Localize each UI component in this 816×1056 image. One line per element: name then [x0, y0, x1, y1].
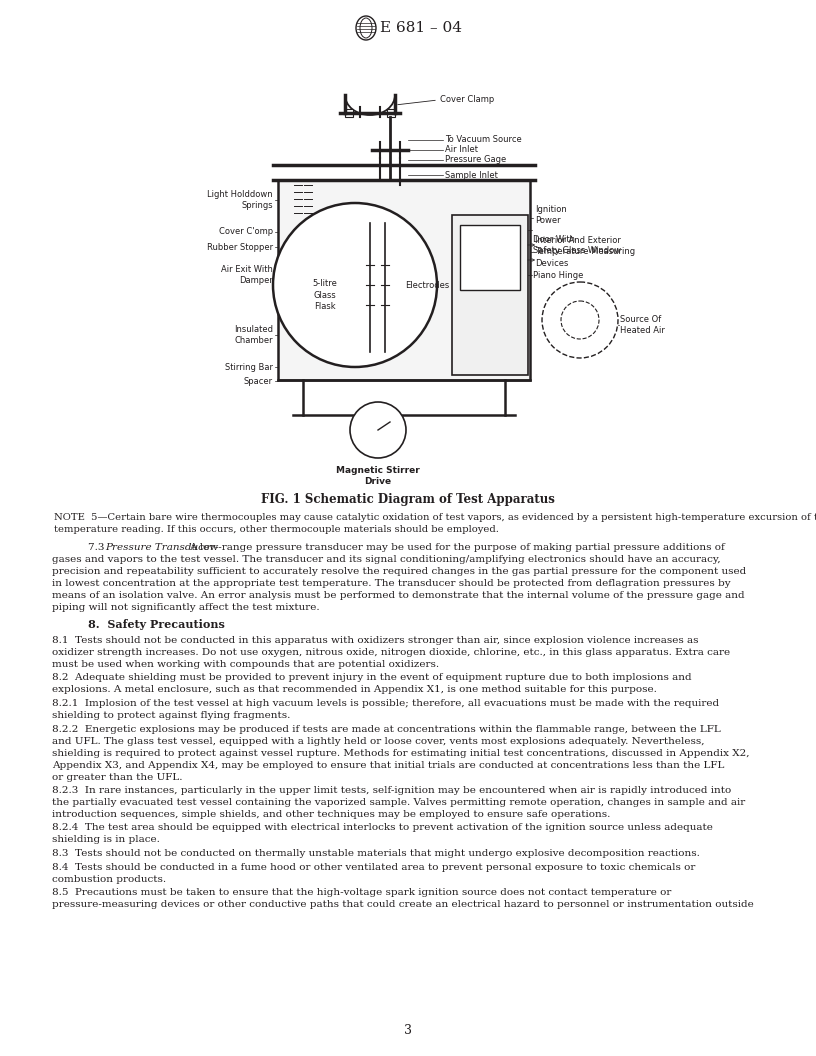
Text: Cover C'omp: Cover C'omp: [219, 227, 273, 237]
Text: 7.3: 7.3: [88, 543, 111, 551]
Circle shape: [561, 301, 599, 339]
Text: A low-range pressure transducer may be used for the purpose of making partial pr: A low-range pressure transducer may be u…: [189, 543, 725, 551]
Text: 8.  Safety Precautions: 8. Safety Precautions: [88, 620, 225, 630]
Text: Rubber Stopper: Rubber Stopper: [207, 243, 273, 251]
Text: means of an isolation valve. An error analysis must be performed to demonstrate : means of an isolation valve. An error an…: [52, 590, 745, 600]
Text: Piano Hinge: Piano Hinge: [533, 270, 583, 280]
Text: Air Exit With
Damper: Air Exit With Damper: [221, 265, 273, 285]
Text: piping will not significantly affect the test mixture.: piping will not significantly affect the…: [52, 603, 320, 611]
Text: 8.3  Tests should not be conducted on thermally unstable materials that might un: 8.3 Tests should not be conducted on the…: [52, 849, 700, 857]
Text: 8.1  Tests should not be conducted in this apparatus with oxidizers stronger tha: 8.1 Tests should not be conducted in thi…: [52, 636, 698, 645]
FancyArrowPatch shape: [528, 244, 534, 246]
Text: Door With
Safety Glass Window: Door With Safety Glass Window: [533, 235, 621, 256]
Text: Magnetic Stirrer
Drive: Magnetic Stirrer Drive: [336, 466, 420, 486]
Circle shape: [350, 402, 406, 458]
Text: 8.2  Adequate shielding must be provided to prevent injury in the event of equip: 8.2 Adequate shielding must be provided …: [52, 674, 692, 682]
Text: introduction sequences, simple shields, and other techniques may be employed to : introduction sequences, simple shields, …: [52, 810, 610, 819]
Text: Ignition
Power: Ignition Power: [535, 205, 567, 225]
Bar: [460, 225, 520, 290]
Text: 8.2.1  Implosion of the test vessel at high vacuum levels is possible; therefore: 8.2.1 Implosion of the test vessel at hi…: [52, 699, 719, 708]
Text: E 681 – 04: E 681 – 04: [380, 21, 462, 35]
Text: 3: 3: [404, 1023, 412, 1037]
Bar: [278, 180, 530, 380]
Text: 8.4  Tests should be conducted in a fume hood or other ventilated area to preven: 8.4 Tests should be conducted in a fume …: [52, 863, 695, 871]
Text: 8.5  Precautions must be taken to ensure that the high-voltage spark ignition so: 8.5 Precautions must be taken to ensure …: [52, 888, 672, 897]
Text: gases and vapors to the test vessel. The transducer and its signal conditioning/: gases and vapors to the test vessel. The…: [52, 554, 721, 564]
Text: Electrodes: Electrodes: [405, 281, 450, 289]
Text: in lowest concentration at the appropriate test temperature. The transducer shou: in lowest concentration at the appropria…: [52, 579, 730, 587]
Text: explosions. A metal enclosure, such as that recommended in Appendix X1, is one m: explosions. A metal enclosure, such as t…: [52, 685, 657, 695]
Text: 8.2.3  In rare instances, particularly in the upper limit tests, self-ignition m: 8.2.3 In rare instances, particularly in…: [52, 786, 731, 795]
Text: Air Inlet: Air Inlet: [445, 146, 478, 154]
FancyArrowPatch shape: [528, 259, 534, 262]
Bar: [345, 109, 353, 117]
Text: Appendix X3, and Appendix X4, may be employed to ensure that initial trials are : Appendix X3, and Appendix X4, may be emp…: [52, 760, 725, 770]
Text: 8.2.4  The test area should be equipped with electrical interlocks to prevent ac: 8.2.4 The test area should be equipped w…: [52, 824, 713, 832]
Text: must be used when working with compounds that are potential oxidizers.: must be used when working with compounds…: [52, 660, 439, 670]
Text: and UFL. The glass test vessel, equipped with a lightly held or loose cover, ven: and UFL. The glass test vessel, equipped…: [52, 736, 704, 746]
Text: 8.2.2  Energetic explosions may be produced if tests are made at concentrations : 8.2.2 Energetic explosions may be produc…: [52, 724, 721, 734]
Text: Pressure Gage: Pressure Gage: [445, 155, 506, 165]
Bar: [452, 215, 528, 375]
Text: To Vacuum Source: To Vacuum Source: [445, 135, 521, 145]
Text: temperature reading. If this occurs, other thermocouple materials should be empl: temperature reading. If this occurs, oth…: [54, 525, 499, 534]
Text: pressure-measuring devices or other conductive paths that could create an electr: pressure-measuring devices or other cond…: [52, 900, 754, 909]
Bar: [387, 109, 395, 117]
Text: combustion products.: combustion products.: [52, 874, 166, 884]
Text: shielding is required to protect against vessel rupture. Methods for estimating : shielding is required to protect against…: [52, 749, 750, 757]
Text: or greater than the UFL.: or greater than the UFL.: [52, 773, 183, 781]
Text: Source Of
Heated Air: Source Of Heated Air: [620, 315, 665, 335]
Circle shape: [273, 203, 437, 367]
Circle shape: [542, 282, 618, 358]
Text: oxidizer strength increases. Do not use oxygen, nitrous oxide, nitrogen dioxide,: oxidizer strength increases. Do not use …: [52, 648, 730, 657]
Text: NOTE  5—Certain bare wire thermocouples may cause catalytic oxidation of test va: NOTE 5—Certain bare wire thermocouples m…: [54, 513, 816, 522]
Text: the partially evacuated test vessel containing the vaporized sample. Valves perm: the partially evacuated test vessel cont…: [52, 798, 745, 807]
Text: shielding to protect against flying fragments.: shielding to protect against flying frag…: [52, 711, 290, 720]
Text: Sample Inlet: Sample Inlet: [445, 170, 498, 180]
Text: FIG. 1 Schematic Diagram of Test Apparatus: FIG. 1 Schematic Diagram of Test Apparat…: [261, 493, 555, 506]
Text: Pressure Transducer-: Pressure Transducer-: [105, 543, 219, 551]
Text: Stirring Bar: Stirring Bar: [225, 362, 273, 372]
Text: shielding is in place.: shielding is in place.: [52, 835, 160, 845]
Text: Spacer: Spacer: [244, 377, 273, 385]
Text: Insulated
Chamber: Insulated Chamber: [234, 325, 273, 345]
Text: 5-litre
Glass
Flask: 5-litre Glass Flask: [313, 280, 338, 310]
Text: Cover Clamp: Cover Clamp: [440, 95, 494, 105]
Text: precision and repeatability sufficient to accurately resolve the required change: precision and repeatability sufficient t…: [52, 566, 747, 576]
Text: Interior And Exterior
Temperature Measuring
Devices: Interior And Exterior Temperature Measur…: [535, 237, 635, 267]
Text: Light Holddown
Springs: Light Holddown Springs: [207, 190, 273, 210]
